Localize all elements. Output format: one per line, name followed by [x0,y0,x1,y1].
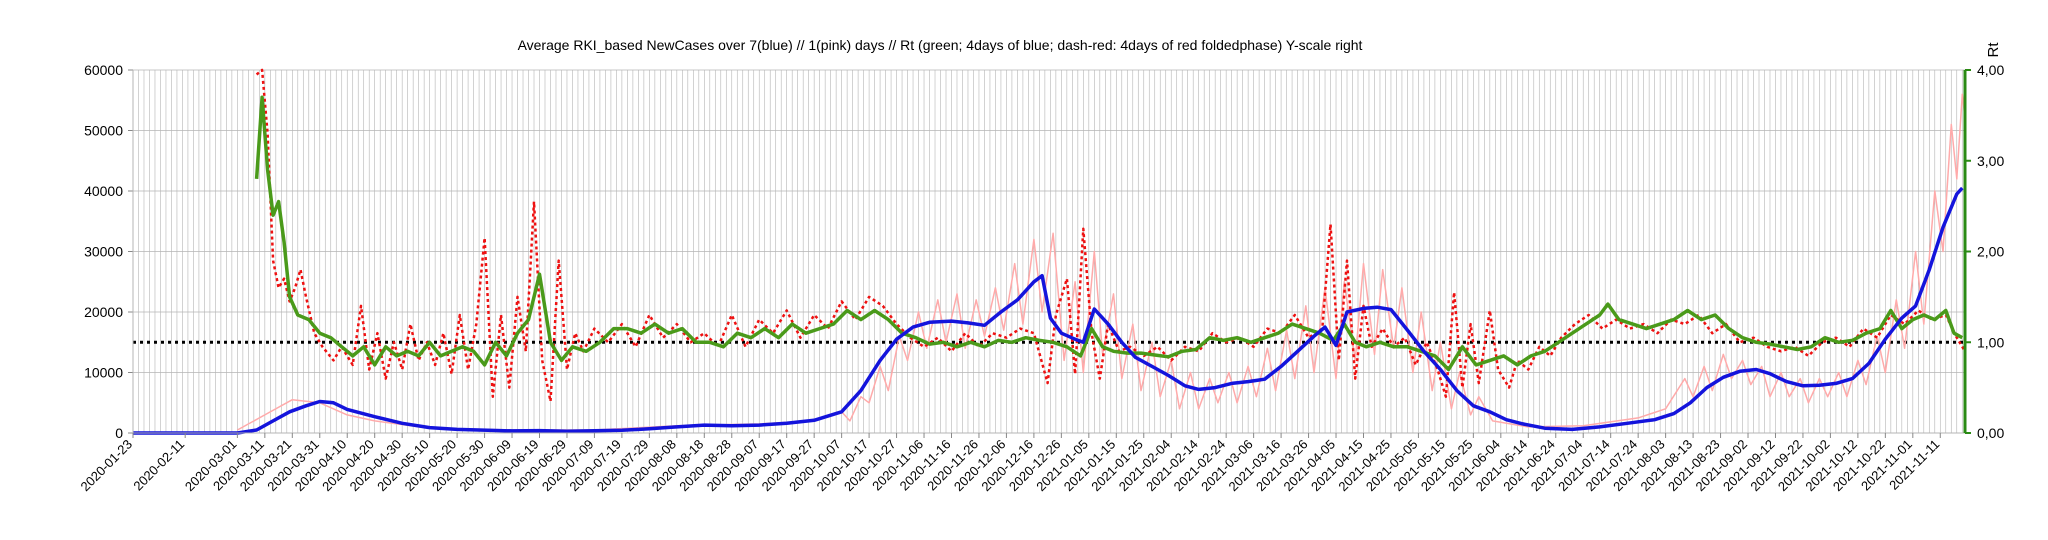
y-right-tick-label: 4,00 [1977,62,2004,78]
y-left-tick-label: 60000 [84,62,123,78]
y-right-tick-label: 2,00 [1977,244,2004,260]
series-newcases-7day [133,186,1964,435]
series-rt-red-dotted [255,68,1967,403]
series-rt-green [254,95,1964,372]
y-left-tick-label: 40000 [84,183,123,199]
y-left-tick-label: 0 [115,425,123,441]
series-newcases-1day [237,93,1966,431]
series-group [133,68,1967,435]
y-left-tick-label: 30000 [84,244,123,260]
right-axis-label: Rt [1985,42,2002,58]
chart-title: Average RKI_based NewCases over 7(blue) … [518,37,1363,53]
x-tick-label: 2020-02-11 [130,437,187,494]
y-left-tick-label: 10000 [84,365,123,381]
grid [132,69,1965,434]
y-left-tick-label: 20000 [84,304,123,320]
y-left-tick-label: 50000 [84,123,123,139]
y-right-tick-label: 0,00 [1977,425,2004,441]
y-right-tick-label: 1,00 [1977,334,2004,350]
x-tick-label: 2020-01-23 [77,437,135,495]
y-right-tick-label: 3,00 [1977,153,2004,169]
